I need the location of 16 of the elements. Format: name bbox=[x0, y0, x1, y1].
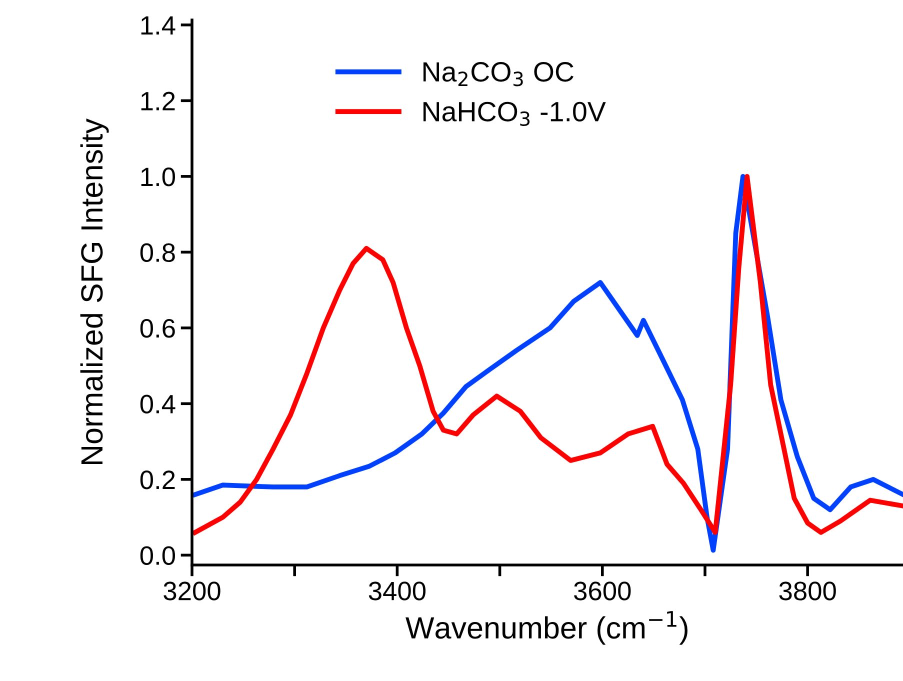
y-tick-label: 0.2 bbox=[140, 470, 175, 490]
x-tick-label: 3200 bbox=[164, 582, 220, 600]
y-tick-label: 1.4 bbox=[141, 16, 176, 34]
legend-label: NaHCO$_{3}$ -1.0V bbox=[423, 102, 606, 126]
y-axis-title: Normalized SFG Intensity bbox=[80, 118, 109, 464]
y-tick-label: 0.4 bbox=[140, 394, 176, 414]
y-tick-label: 1.0 bbox=[141, 168, 175, 186]
x-tick-label: 3400 bbox=[368, 582, 426, 600]
y-tick-label: 1.2 bbox=[141, 92, 175, 110]
x-tick-label: 3800 bbox=[779, 582, 836, 600]
x-axis-title: Wavenumber (cm$^{−1}$) bbox=[406, 611, 688, 645]
y-tick-label: 0.6 bbox=[140, 319, 175, 338]
y-tick-label: 0.0 bbox=[140, 546, 175, 565]
x-tick-label: 3600 bbox=[574, 582, 631, 600]
legend-label: Na$_{2}$CO$_{3}$ OC bbox=[423, 62, 574, 86]
y-tick-label: 0.8 bbox=[140, 243, 175, 262]
